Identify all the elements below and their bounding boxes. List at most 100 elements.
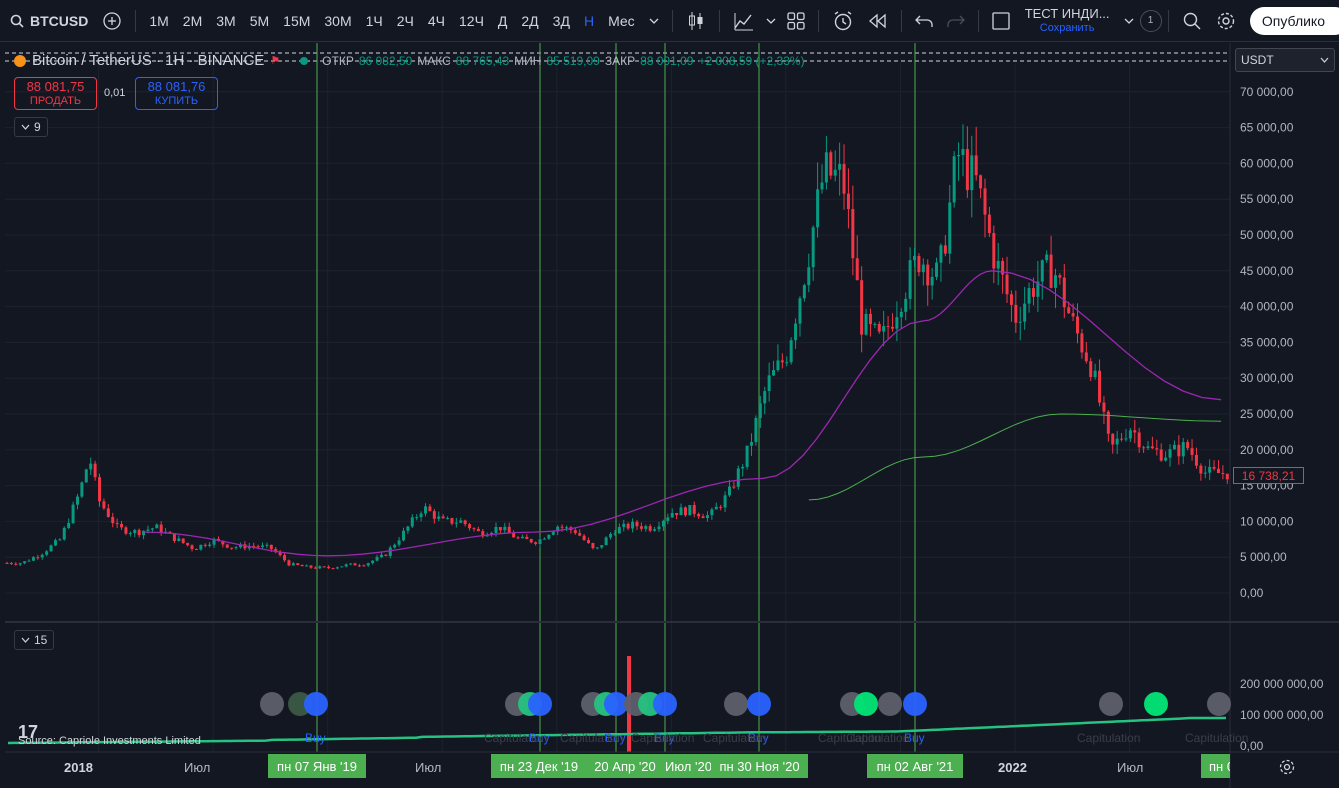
candle-body [635, 521, 639, 527]
interval-button-1[interactable]: 2М [182, 12, 203, 29]
candle-body [199, 544, 203, 550]
interval-button-12[interactable]: 3Д [552, 12, 570, 29]
interval-button-4[interactable]: 15М [283, 12, 311, 29]
price-axis-label: 40 000,00 [1240, 300, 1294, 314]
candle-body [701, 516, 705, 519]
candle-body [1062, 277, 1066, 308]
interval-button-3[interactable]: 5М [249, 12, 270, 29]
compare-symbol-button[interactable] [95, 0, 129, 42]
candle-body [609, 533, 613, 538]
candle-body [278, 552, 282, 556]
price-axis-label: 60 000,00 [1240, 156, 1294, 170]
candle-body [917, 255, 921, 273]
interval-button-11[interactable]: 2Д [521, 12, 539, 29]
candle-body [1005, 274, 1009, 295]
candle-body [816, 189, 820, 228]
candle-body [256, 546, 260, 548]
candle-body [692, 505, 696, 514]
candle-body [1084, 352, 1088, 362]
buy-signal-label: Buy [748, 731, 769, 745]
candle-body [349, 563, 353, 565]
interval-dropdown[interactable] [642, 0, 666, 42]
candle-body [450, 518, 454, 524]
layout-dropdown[interactable] [1118, 0, 1140, 42]
symbol-search-button[interactable]: BTCUSD [0, 0, 95, 42]
ohlc-values: ОТКР 86 082,50 МАКС 88 765,43 МИН 85 519,09… [322, 54, 804, 68]
interval-button-2[interactable]: 3М [216, 12, 236, 29]
interval-button-5[interactable]: 30М [324, 12, 352, 29]
buy-button[interactable]: 88 081,76 КУПИТЬ [135, 77, 218, 110]
buy-signal-label: Buy [904, 731, 925, 745]
templates-button[interactable] [780, 0, 812, 42]
price-axis-label: 20 000,00 [1240, 443, 1294, 457]
candle-body [120, 524, 124, 528]
interval-button-8[interactable]: 4Ч [427, 12, 445, 29]
settings-button[interactable] [1209, 0, 1243, 42]
candle-body [67, 522, 71, 528]
candle-body [631, 521, 635, 529]
sell-button[interactable]: 88 081,75 ПРОДАТЬ [14, 77, 97, 110]
layout-name-button[interactable]: ТЕСТ ИНДИ... Сохранить [1017, 6, 1118, 36]
interval-button-7[interactable]: 2Ч [396, 12, 414, 29]
candle-body [80, 482, 84, 497]
candle-body [714, 506, 718, 510]
candle-body [472, 528, 476, 530]
redo-button[interactable] [940, 0, 972, 42]
candle-body [1053, 275, 1057, 288]
indicators-button[interactable] [726, 0, 762, 42]
interval-button-9[interactable]: 12Ч [459, 12, 484, 29]
interval-button-10[interactable]: Д [497, 12, 508, 29]
layout-count-badge[interactable]: 1 [1139, 9, 1162, 32]
top-toolbar: BTCUSD 1М 2М 3М 5М 15М 30М 1Ч 2Ч 4Ч 12Ч Д 2Д 3Д Н Мес … [0, 0, 1339, 42]
candle-body [58, 539, 62, 541]
candle-body [335, 567, 339, 569]
candle-body [71, 504, 75, 523]
replay-button[interactable] [861, 0, 895, 42]
buy-label: КУПИТЬ [154, 94, 199, 107]
flag-icon[interactable]: ⚑ [270, 55, 281, 67]
interval-button-14[interactable]: Мес [608, 12, 635, 29]
candle-body [657, 526, 661, 530]
publish-button[interactable]: Опублико [1249, 7, 1339, 35]
axis-settings-button[interactable] [1278, 758, 1296, 779]
candle-body [186, 542, 190, 546]
alert-button[interactable] [825, 0, 861, 42]
candle-body [269, 544, 273, 549]
candle-body [305, 565, 309, 567]
interval-button-6[interactable]: 1Ч [365, 12, 383, 29]
candle-body [1049, 254, 1053, 288]
candle-body [1128, 430, 1132, 439]
legend-title[interactable]: Bitcoin / TetherUS · 1H · BINANCE [32, 52, 265, 69]
currency-select[interactable]: USDT [1235, 48, 1335, 72]
capitulation-label: Capitulation [560, 731, 623, 745]
layout-toggle-button[interactable] [985, 0, 1017, 42]
candle-body [904, 298, 908, 312]
candle-body [507, 526, 511, 533]
interval-button-13[interactable]: Н [583, 12, 595, 29]
chart-canvas[interactable]: 70 000,00 65 000,00 60 000,00 55 000,00 50 0… [0, 43, 1339, 788]
undo-button[interactable] [908, 0, 940, 42]
quick-search-button[interactable] [1175, 0, 1209, 42]
source-text: Source: Capriole Investments Limited [18, 735, 201, 747]
candle-body [829, 152, 833, 176]
candle-body [102, 501, 106, 509]
candle-body [124, 527, 128, 534]
search-icon [10, 14, 24, 28]
currency-value: USDT [1241, 53, 1274, 67]
candle-body [366, 563, 370, 566]
candle-body [1045, 254, 1049, 261]
chart-type-button[interactable] [679, 0, 713, 42]
candle-body [194, 549, 198, 551]
candle-body [1146, 446, 1150, 449]
candle-body [948, 202, 952, 254]
candle-body [283, 555, 287, 561]
interval-button-0[interactable]: 1М [149, 12, 169, 29]
candle-body [40, 554, 44, 558]
price-axis-label: 35 000,00 [1240, 335, 1294, 349]
candle-body [115, 523, 119, 525]
candle-body [1177, 444, 1181, 457]
candle-body [582, 535, 586, 541]
indicators-dropdown[interactable] [762, 0, 780, 42]
indicators-collapse-button[interactable]: 9 [14, 117, 48, 137]
pane-indicators-collapse-button[interactable]: 15 [14, 630, 55, 650]
